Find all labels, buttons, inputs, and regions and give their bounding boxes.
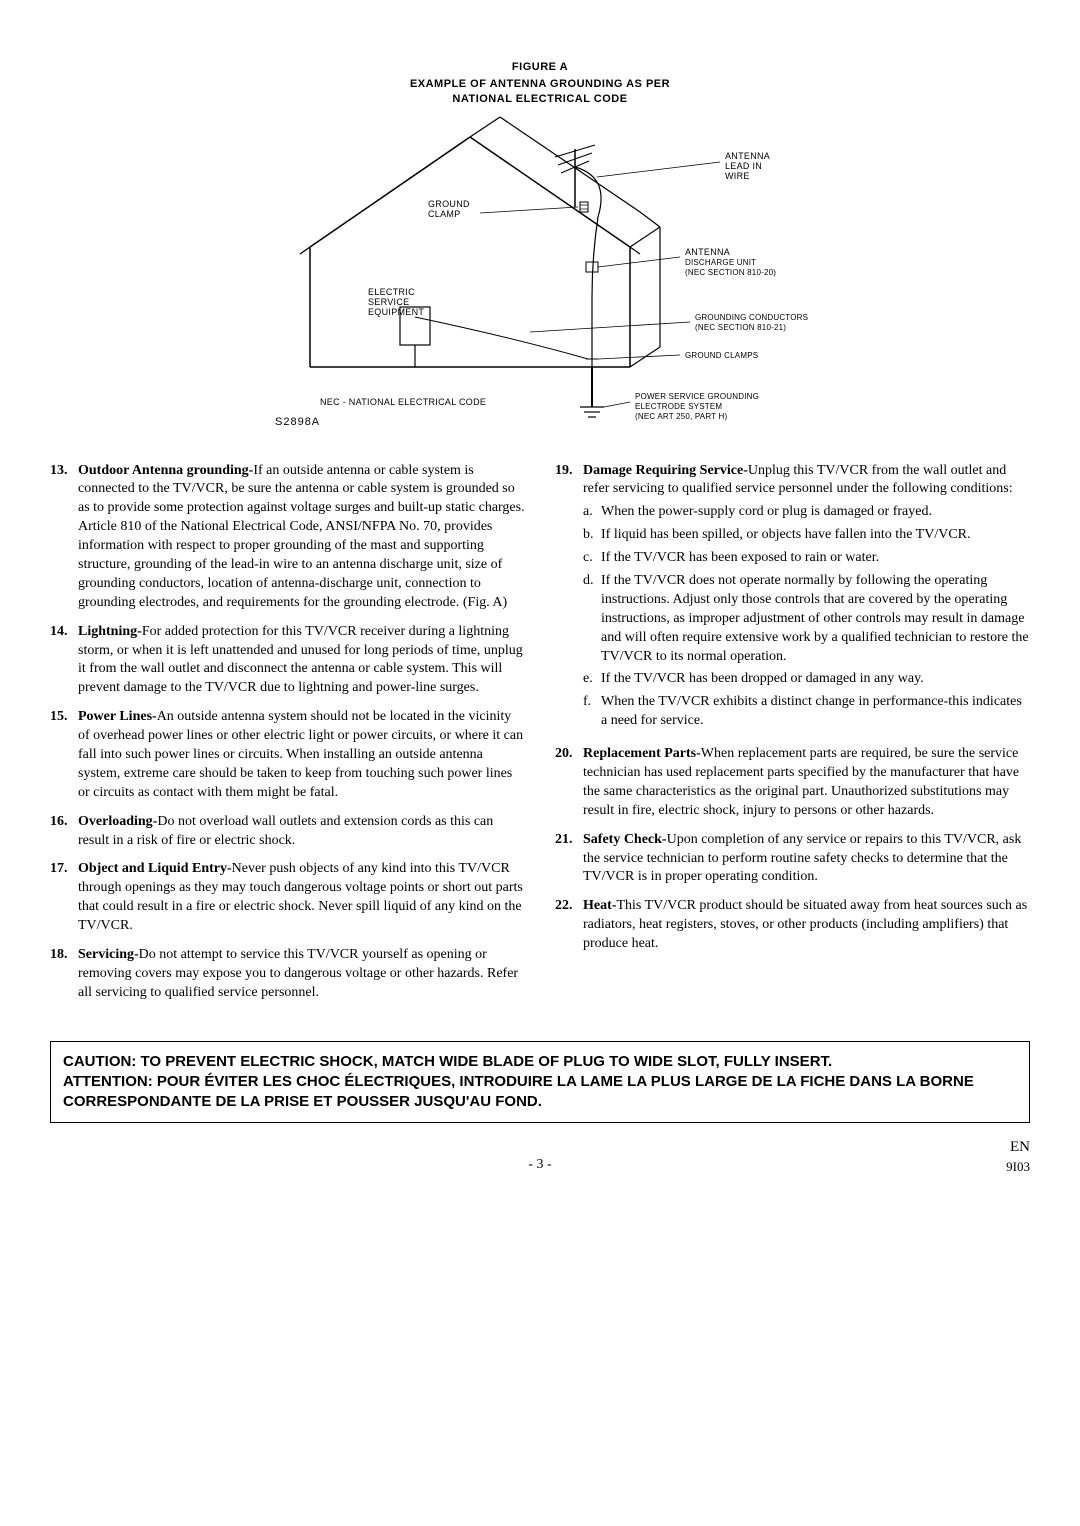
sub-letter: b. [583,526,601,545]
svg-text:NEC - NATIONAL ELECTRICAL CODE: NEC - NATIONAL ELECTRICAL CODE [320,397,486,407]
sub-list: a.When the power-supply cord or plug is … [583,503,1030,731]
figure-subtitle-1: EXAMPLE OF ANTENNA GROUNDING AS PER [50,77,1030,92]
figure-subtitle-2: NATIONAL ELECTRICAL CODE [50,92,1030,107]
item-number: 18. [50,946,78,1003]
caution-box: CAUTION: TO PREVENT ELECTRIC SHOCK, MATC… [50,1041,1030,1124]
item-number: 19. [555,462,583,736]
right-column: 19.Damage Requiring Service-Unplug this … [555,462,1030,1013]
svg-text:EQUIPMENT: EQUIPMENT [368,307,424,317]
item-number: 13. [50,462,78,613]
svg-text:(NEC ART 250, PART H): (NEC ART 250, PART H) [635,412,728,421]
caution-line-1: CAUTION: TO PREVENT ELECTRIC SHOCK, MATC… [63,1052,1017,1072]
page-footer: - 3 - EN 9I03 [50,1137,1030,1175]
item-lead: Damage Requiring Service- [583,463,748,478]
left-column: 13.Outdoor Antenna grounding-If an outsi… [50,462,525,1013]
list-item: 14.Lightning-For added protection for th… [50,623,525,699]
item-lead: Outdoor Antenna grounding- [78,463,253,478]
svg-text:(NEC SECTION 810-21): (NEC SECTION 810-21) [695,323,786,332]
svg-text:WIRE: WIRE [725,171,750,181]
item-lead: Safety Check- [583,832,667,847]
item-body: Object and Liquid Entry-Never push objec… [78,860,525,936]
item-number: 17. [50,860,78,936]
figure-a: FIGURE A EXAMPLE OF ANTENNA GROUNDING AS… [50,60,1030,437]
item-body: Safety Check-Upon completion of any serv… [583,831,1030,888]
page-number: - 3 - [110,1156,970,1175]
item-body: Heat-This TV/VCR product should be situa… [583,897,1030,954]
sub-text: When the TV/VCR exhibits a distinct chan… [601,693,1030,731]
list-item: 17.Object and Liquid Entry-Never push ob… [50,860,525,936]
item-number: 15. [50,708,78,802]
list-item: 19.Damage Requiring Service-Unplug this … [555,462,1030,736]
caution-line-2: ATTENTION: POUR ÉVITER LES CHOC ÉLECTRIQ… [63,1072,1017,1113]
item-number: 21. [555,831,583,888]
footer-code: 9I03 [970,1158,1030,1176]
svg-text:ELECTRIC: ELECTRIC [368,287,415,297]
item-body: Overloading-Do not overload wall outlets… [78,813,525,851]
grounding-diagram: ANTENNA LEAD IN WIRE GROUND CLAMP ANTENN… [180,107,900,437]
item-number: 16. [50,813,78,851]
list-item: 22.Heat-This TV/VCR product should be si… [555,897,1030,954]
svg-text:(NEC SECTION 810-20): (NEC SECTION 810-20) [685,268,776,277]
svg-text:SERVICE: SERVICE [368,297,409,307]
left-list: 13.Outdoor Antenna grounding-If an outsi… [50,462,525,1003]
item-body: Servicing-Do not attempt to service this… [78,946,525,1003]
item-lead: Lightning- [78,624,142,639]
sub-letter: c. [583,549,601,568]
body-columns: 13.Outdoor Antenna grounding-If an outsi… [50,462,1030,1013]
svg-text:ANTENNA: ANTENNA [685,247,730,257]
sub-item: e.If the TV/VCR has been dropped or dama… [583,670,1030,689]
item-lead: Heat- [583,898,616,913]
svg-text:POWER SERVICE GROUNDING: POWER SERVICE GROUNDING [635,392,759,401]
sub-item: a.When the power-supply cord or plug is … [583,503,1030,522]
item-body: Power Lines-An outside antenna system sh… [78,708,525,802]
item-number: 22. [555,897,583,954]
svg-text:ANTENNA: ANTENNA [725,151,770,161]
item-lead: Servicing- [78,947,139,962]
svg-text:DISCHARGE UNIT: DISCHARGE UNIT [685,258,756,267]
list-item: 16.Overloading-Do not overload wall outl… [50,813,525,851]
sub-letter: a. [583,503,601,522]
item-lead: Object and Liquid Entry- [78,861,232,876]
item-body: Damage Requiring Service-Unplug this TV/… [583,462,1030,736]
list-item: 20.Replacement Parts-When replacement pa… [555,745,1030,821]
figure-title: FIGURE A [50,60,1030,75]
sub-text: If the TV/VCR has been exposed to rain o… [601,549,1030,568]
item-number: 14. [50,623,78,699]
list-item: 21.Safety Check-Upon completion of any s… [555,831,1030,888]
sub-item: f.When the TV/VCR exhibits a distinct ch… [583,693,1030,731]
sub-letter: f. [583,693,601,731]
sub-text: If liquid has been spilled, or objects h… [601,526,1030,545]
sub-item: c.If the TV/VCR has been exposed to rain… [583,549,1030,568]
sub-text: When the power-supply cord or plug is da… [601,503,1030,522]
item-body: Outdoor Antenna grounding-If an outside … [78,462,525,613]
svg-text:LEAD IN: LEAD IN [725,161,762,171]
sub-item: b.If liquid has been spilled, or objects… [583,526,1030,545]
svg-text:S2898A: S2898A [275,416,320,428]
footer-en: EN [970,1137,1030,1157]
right-list: 19.Damage Requiring Service-Unplug this … [555,462,1030,954]
sub-letter: e. [583,670,601,689]
sub-text: If the TV/VCR has been dropped or damage… [601,670,1030,689]
list-item: 15.Power Lines-An outside antenna system… [50,708,525,802]
list-item: 13.Outdoor Antenna grounding-If an outsi… [50,462,525,613]
item-number: 20. [555,745,583,821]
svg-text:CLAMP: CLAMP [428,209,461,219]
item-body: Lightning-For added protection for this … [78,623,525,699]
item-lead: Replacement Parts- [583,746,701,761]
item-body: Replacement Parts-When replacement parts… [583,745,1030,821]
svg-text:GROUNDING CONDUCTORS: GROUNDING CONDUCTORS [695,313,808,322]
svg-text:GROUND CLAMPS: GROUND CLAMPS [685,351,758,360]
item-lead: Overloading- [78,814,157,829]
svg-text:ELECTRODE SYSTEM: ELECTRODE SYSTEM [635,402,722,411]
list-item: 18.Servicing-Do not attempt to service t… [50,946,525,1003]
item-lead: Power Lines- [78,709,157,724]
sub-text: If the TV/VCR does not operate normally … [601,572,1030,666]
sub-letter: d. [583,572,601,666]
svg-text:GROUND: GROUND [428,199,470,209]
sub-item: d.If the TV/VCR does not operate normall… [583,572,1030,666]
